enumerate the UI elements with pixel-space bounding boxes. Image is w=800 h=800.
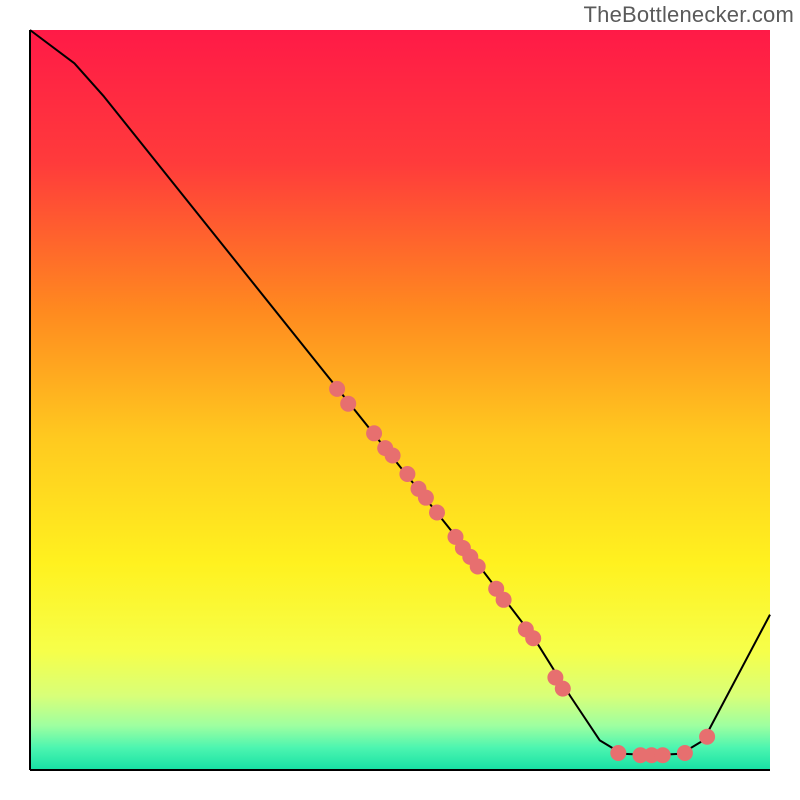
data-point [470,559,486,575]
data-point [329,381,345,397]
plot-background [30,30,770,770]
data-point [496,592,512,608]
data-point [385,448,401,464]
bottleneck-chart: TheBottlenecker.com [0,0,800,800]
data-point [340,396,356,412]
data-point [366,425,382,441]
data-point [555,681,571,697]
data-point [525,630,541,646]
data-point [418,490,434,506]
data-point [610,745,626,761]
chart-svg [0,0,800,800]
data-point [429,504,445,520]
data-point [399,466,415,482]
data-point [677,745,693,761]
data-point [655,747,671,763]
watermark-text: TheBottlenecker.com [584,2,794,28]
data-point [699,729,715,745]
